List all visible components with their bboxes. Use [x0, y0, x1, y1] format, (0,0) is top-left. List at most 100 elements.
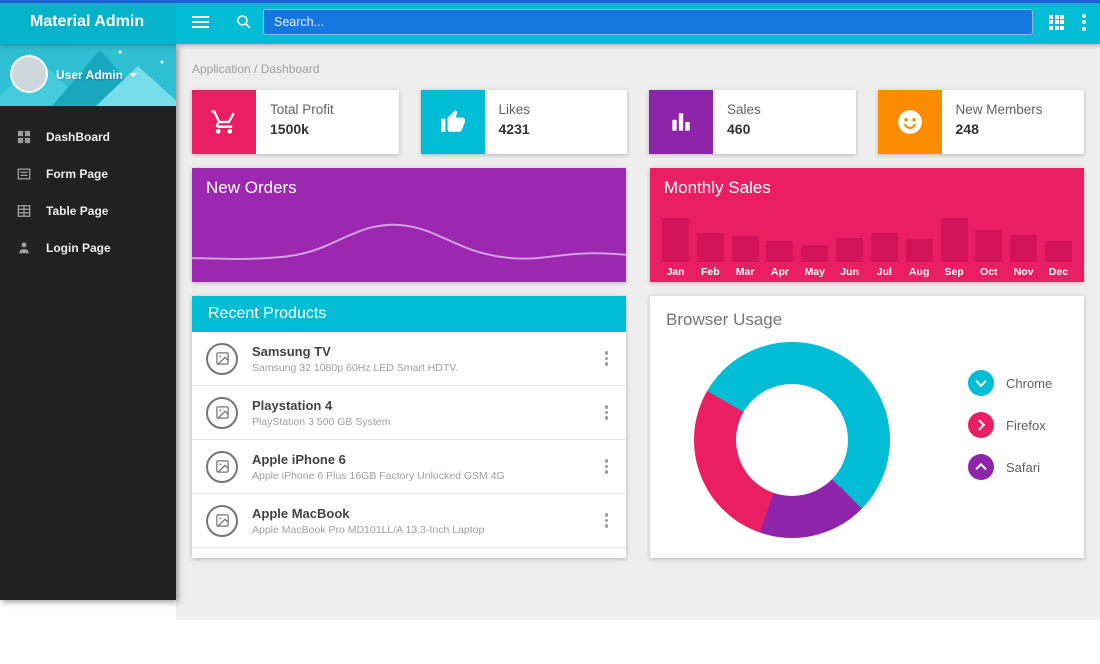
- bar-column: Aug: [905, 239, 933, 278]
- sidebar-item-label: Table Page: [46, 203, 109, 218]
- bottom-row: Recent Products Samsung TV Samsung 32 10…: [192, 296, 1084, 558]
- bar: [662, 218, 689, 262]
- legend-item-chrome: Chrome: [968, 370, 1052, 396]
- bar-chart: Jan Feb Mar Apr May Jun Jul Aug Sep Oct Nov Dec: [662, 218, 1072, 278]
- bar-label: Oct: [980, 266, 998, 278]
- firefox-legend-icon: [968, 412, 994, 438]
- bar-label: Sep: [944, 266, 964, 278]
- shopping-cart-icon: [192, 90, 256, 154]
- breadcrumb[interactable]: Application / Dashboard: [192, 62, 320, 76]
- bar: [696, 233, 724, 262]
- sidebar: User Admin DashBoard Form Page: [0, 44, 176, 600]
- browser-usage-card: Browser Usage Chrome Firefox Safari: [650, 296, 1084, 558]
- menu-toggle-button[interactable]: [188, 9, 213, 35]
- app-brand: Material Admin: [0, 0, 176, 44]
- product-list-item[interactable]: Apple iPhone 6 Apple iPhone 6 Plus 16GB …: [192, 440, 626, 494]
- bar: [975, 230, 1003, 262]
- bar-label: Jul: [876, 266, 892, 278]
- line-chart: [192, 223, 626, 261]
- product-title: Playstation 4: [252, 397, 333, 413]
- stat-value: 248: [955, 121, 979, 137]
- stat-card-sales: Sales 460: [649, 90, 856, 154]
- apps-grid-icon[interactable]: [1049, 14, 1064, 30]
- item-overflow-menu-icon[interactable]: [601, 507, 613, 534]
- stat-label: Sales: [727, 102, 761, 117]
- product-subtitle: Samsung 32 1080p 60Hz LED Smart HDTV.: [252, 361, 459, 374]
- form-page-icon: [16, 166, 32, 182]
- bar: [940, 218, 968, 262]
- stat-label: New Members: [955, 102, 1043, 117]
- search-icon: [235, 13, 253, 31]
- bar-column: Mar: [731, 236, 759, 278]
- stat-value: 1500k: [270, 121, 309, 137]
- stat-label: Total Profit: [270, 102, 334, 117]
- product-list-item[interactable]: Samsung TV Samsung 32 1080p 60Hz LED Sma…: [192, 332, 626, 386]
- item-overflow-menu-icon[interactable]: [601, 453, 613, 480]
- stat-value: 460: [727, 121, 751, 137]
- sidebar-item-table-page[interactable]: Table Page: [0, 192, 176, 229]
- bar: [766, 241, 794, 262]
- chart-title: Browser Usage: [666, 310, 783, 329]
- sidebar-item-label: Form Page: [46, 166, 109, 181]
- user-name: User Admin: [56, 68, 123, 82]
- bar-label: May: [804, 266, 825, 278]
- bar: [801, 245, 829, 262]
- bar-label: Feb: [700, 266, 720, 278]
- user-profile[interactable]: User Admin: [0, 44, 176, 106]
- bar-column: Jun: [836, 238, 864, 278]
- bar-column: Jul: [870, 233, 898, 278]
- dashboard-icon: [16, 129, 32, 145]
- bar-chart-icon: [649, 90, 713, 154]
- table-page-icon: [16, 203, 32, 219]
- sidebar-item-dashboard[interactable]: DashBoard: [0, 118, 176, 155]
- item-overflow-menu-icon[interactable]: [601, 345, 613, 372]
- legend-item-firefox: Firefox: [968, 412, 1052, 438]
- donut-chart: [694, 342, 890, 538]
- bar-label: Nov: [1013, 266, 1034, 278]
- product-subtitle: Apple iPhone 6 Plus 16GB Factory Unlocke…: [252, 469, 505, 482]
- recent-products-card: Recent Products Samsung TV Samsung 32 10…: [192, 296, 626, 558]
- search-input[interactable]: [263, 9, 1033, 35]
- sidebar-item-login-page[interactable]: Login Page: [0, 229, 176, 266]
- bar-column: Nov: [1010, 235, 1038, 278]
- safari-legend-icon: [968, 454, 994, 480]
- sidebar-item-label: Login Page: [46, 240, 111, 255]
- item-overflow-menu-icon[interactable]: [601, 399, 613, 426]
- bar-column: Jan: [662, 218, 689, 278]
- avatar: [10, 55, 48, 93]
- bar-column: Dec: [1044, 241, 1072, 278]
- chrome-legend-icon: [968, 370, 994, 396]
- topbar: Material Admin: [0, 0, 1100, 44]
- bar-column: Oct: [975, 230, 1003, 278]
- bar-column: May: [801, 245, 829, 278]
- sidebar-menu: DashBoard Form Page Table Page Login Pag…: [0, 106, 176, 266]
- bar: [1010, 235, 1038, 262]
- chart-legend: Chrome Firefox Safari: [968, 370, 1052, 496]
- product-list-item[interactable]: Playstation 4 PlayStation 3 500 GB Syste…: [192, 386, 626, 440]
- bar-label: Apr: [770, 266, 789, 278]
- sidebar-item-form-page[interactable]: Form Page: [0, 155, 176, 192]
- legend-label: Firefox: [1006, 417, 1046, 433]
- bar-label: Mar: [735, 266, 755, 278]
- bar-column: Feb: [696, 233, 724, 278]
- legend-item-safari: Safari: [968, 454, 1052, 480]
- bar-label: Jun: [840, 266, 859, 278]
- product-image-icon: [206, 450, 238, 483]
- product-list-item[interactable]: Apple MacBook Apple MacBook Pro MD101LL/…: [192, 494, 626, 548]
- legend-label: Chrome: [1006, 375, 1053, 391]
- chevron-down-icon: [128, 73, 137, 77]
- product-title: Apple iPhone 6: [252, 451, 346, 467]
- stat-card-total-profit: Total Profit 1500k: [192, 90, 399, 154]
- monthly-sales-chart-card: Monthly Sales Jan Feb Mar Apr May Jun Jul Aug Se…: [650, 168, 1084, 282]
- bar-label: Jan: [666, 266, 685, 278]
- stat-card-new-members: New Members 248: [877, 90, 1084, 154]
- legend-label: Safari: [1006, 459, 1040, 475]
- product-title: Apple MacBook: [252, 505, 350, 521]
- new-orders-chart-card: New Orders: [192, 168, 626, 282]
- topbar-overflow-menu-icon[interactable]: [1082, 11, 1086, 33]
- main-content: Application / Dashboard Total Profit 150…: [176, 44, 1100, 620]
- stat-card-likes: Likes 4231: [420, 90, 627, 154]
- bar: [836, 238, 864, 262]
- bar-column: Sep: [940, 218, 968, 278]
